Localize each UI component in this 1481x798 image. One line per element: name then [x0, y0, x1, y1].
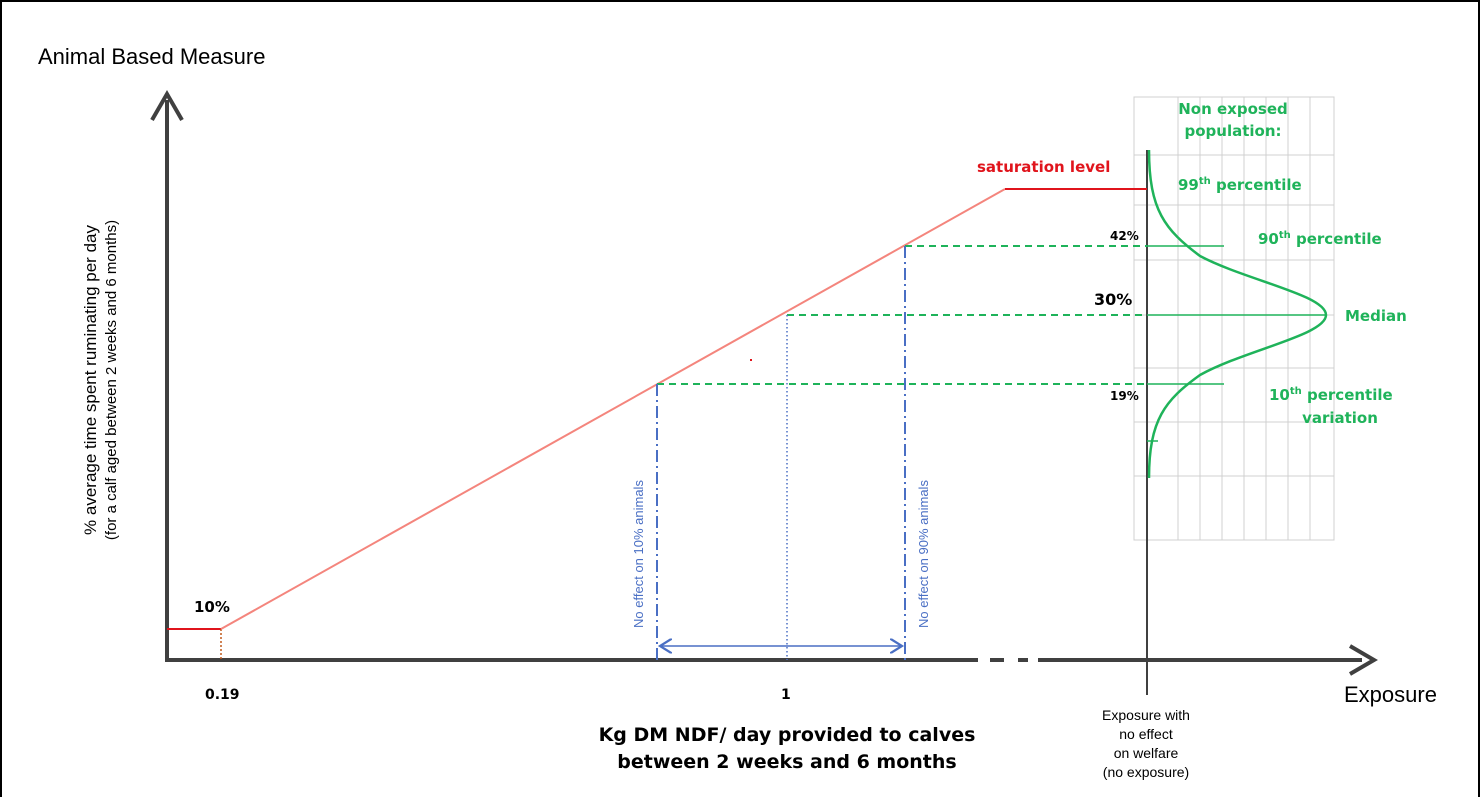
- population-grid: [1133, 96, 1335, 541]
- population-title-line1: Non exposed: [1178, 100, 1288, 118]
- y-axis-label-line2: (for a calf aged between 2 weeks and 6 m…: [103, 220, 120, 540]
- no-exposure-line1: Exposure with: [1102, 707, 1190, 723]
- percentile-ticks: [1147, 245, 1326, 442]
- x-axis: [165, 644, 1378, 676]
- saturation-label: saturation level: [977, 158, 1110, 176]
- population-title-line2: population:: [1184, 122, 1281, 140]
- no-exposure-line4: (no exposure): [1103, 764, 1189, 780]
- no-effect-90-label: No effect on 90% animals: [916, 480, 931, 628]
- stray-dot: [750, 359, 752, 361]
- x-axis-label-line1: Kg DM NDF/ day provided to calves: [599, 724, 976, 746]
- p90-label: 90th percentile: [1258, 230, 1382, 248]
- value-30: 30%: [1094, 290, 1132, 309]
- no-exposure-line3: on welfare: [1114, 745, 1179, 761]
- x-axis-label-line2: between 2 weeks and 6 months: [617, 751, 956, 773]
- y-axis: [150, 89, 184, 660]
- median-label: Median: [1345, 307, 1407, 325]
- x-axis-title: Exposure: [1344, 682, 1437, 707]
- no-exposure-label: Exposure with no effect on welfare (no e…: [1102, 707, 1190, 780]
- no-effect-10-label: No effect on 10% animals: [631, 480, 646, 628]
- percentile-dashes: [657, 245, 1147, 385]
- value-19: 19%: [1110, 389, 1139, 403]
- p10-label-line2: variation: [1302, 409, 1378, 427]
- p99-label: 99th percentile: [1178, 176, 1302, 194]
- dose-response-ramp: [220, 188, 1006, 630]
- x-tick-mid: 1: [781, 687, 791, 703]
- x-tick-low: 0.19: [205, 687, 240, 703]
- y-axis-label-line1: % average time spent ruminating per day: [81, 225, 100, 535]
- y-low-value: 10%: [194, 598, 230, 616]
- value-42: 42%: [1110, 229, 1139, 243]
- p10-label: 10th percentile: [1269, 386, 1393, 404]
- no-exposure-line2: no effect: [1119, 726, 1173, 742]
- y-axis-title: Animal Based Measure: [38, 44, 265, 69]
- population-distribution-curve: [1147, 149, 1328, 479]
